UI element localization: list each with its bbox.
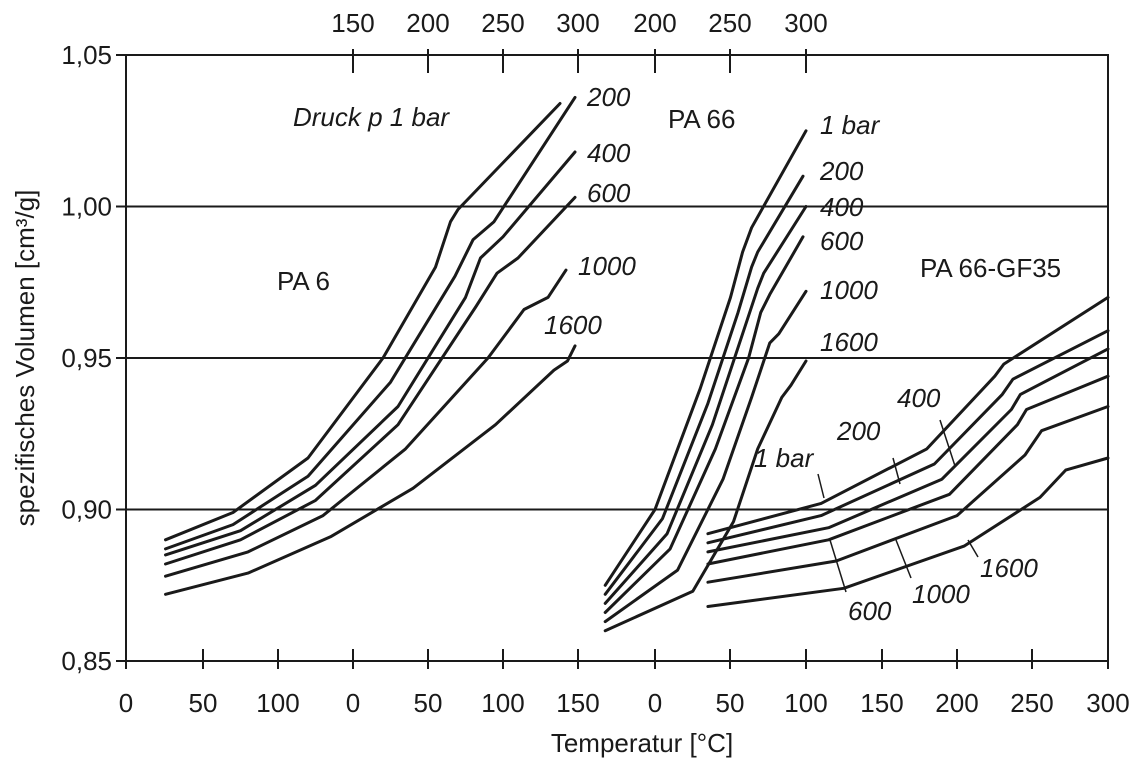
x-tick-label-bottom: 0 <box>119 688 133 718</box>
gridlines <box>126 205 1108 511</box>
y-tick-label: 0,85 <box>61 646 112 676</box>
x-tick-label-bottom: 50 <box>716 688 745 718</box>
y-tick-label: 0,95 <box>61 343 112 373</box>
panel-title-pa6: PA 6 <box>277 266 330 296</box>
x-tick-label-bottom: 100 <box>481 688 524 718</box>
pa66-label-1000: 1000 <box>820 275 878 305</box>
panel-title-pa66: PA 66 <box>668 104 735 134</box>
x-tick-label-top: 200 <box>406 8 449 38</box>
curve-pa-66-1000 <box>603 289 808 624</box>
pa66-label-1bar: 1 bar <box>820 110 881 140</box>
pa6-label-200: 200 <box>586 82 631 112</box>
gf35-label-1000: 1000 <box>912 579 970 609</box>
pa66-label-600: 600 <box>820 226 864 256</box>
leader-line-2 <box>939 419 956 467</box>
x-tick-label-bottom: 50 <box>414 688 443 718</box>
x-tick-label-top: 200 <box>633 8 676 38</box>
tick-labels: 0,850,900,951,001,050 50 100 0 50 100 150 0 50 10… <box>61 8 1129 718</box>
x-tick-label-bottom: 150 <box>860 688 903 718</box>
curve-pa-66-1-bar <box>603 129 808 587</box>
x-tick-label-bottom: 50 <box>189 688 218 718</box>
y-axis-title: spezifisches Volumen [cm³/g] <box>10 190 40 527</box>
gf35-label-200: 200 <box>836 416 881 446</box>
x-tick-label-bottom: 200 <box>935 688 978 718</box>
y-tick-label: 0,90 <box>61 495 112 525</box>
curve-pa-6-1-bar <box>164 102 562 542</box>
x-tick-label-top: 150 <box>331 8 374 38</box>
curve-pa-66-200 <box>603 174 805 596</box>
gf35-label-400: 400 <box>897 383 941 413</box>
x-tick-label-top: 300 <box>784 8 827 38</box>
leader-lines <box>817 419 979 593</box>
pa6-label-400: 400 <box>587 138 631 168</box>
curve-pa-6-600 <box>164 195 577 566</box>
leader-line-5 <box>967 539 979 558</box>
x-tick-label-top: 250 <box>708 8 751 38</box>
curve-pa-6-1600 <box>164 344 577 596</box>
x-tick-label-top: 250 <box>481 8 524 38</box>
pa6-label-1600: 1600 <box>544 310 602 340</box>
leader-line-1 <box>892 457 901 485</box>
x-tick-label-bottom: 100 <box>784 688 827 718</box>
y-tick-label: 1,05 <box>61 40 112 70</box>
leader-line-4 <box>895 539 912 579</box>
x-tick-label-bottom: 100 <box>256 688 299 718</box>
x-tick-label-bottom: 0 <box>648 688 662 718</box>
gf35-label-600: 600 <box>848 596 892 626</box>
y-tick-label: 1,00 <box>61 192 112 222</box>
curve-pa-66-gf35-200 <box>706 329 1110 545</box>
pa66-label-400: 400 <box>820 192 864 222</box>
gf35-label-1600: 1600 <box>980 553 1038 583</box>
leader-line-3 <box>829 539 847 593</box>
curve-pa-6-1000 <box>164 268 568 578</box>
x-tick-label-bottom: 250 <box>1010 688 1053 718</box>
curve-pa-66-gf35-1-bar <box>706 295 1110 536</box>
x-tick-label-bottom: 300 <box>1086 688 1129 718</box>
pa66-label-200: 200 <box>819 156 864 186</box>
curve-pa-6-200 <box>164 95 577 551</box>
x-tick-label-bottom: 0 <box>346 688 360 718</box>
x-tick-label-bottom: 150 <box>556 688 599 718</box>
curve-pa-66-gf35-1000 <box>706 405 1110 584</box>
curves <box>164 95 1110 633</box>
x-tick-label-top: 300 <box>556 8 599 38</box>
curve-pa-66-gf35-600 <box>706 374 1110 566</box>
curve-pa-66-gf35-1600 <box>706 456 1110 608</box>
pa66-label-1600: 1600 <box>820 327 878 357</box>
curve-pa-6-400 <box>164 150 577 557</box>
panel-title-pa66gf35: PA 66-GF35 <box>920 253 1061 283</box>
leader-line-0 <box>817 473 825 499</box>
pa6-label-1000: 1000 <box>578 251 636 281</box>
pa6-label-1bar: Druck p 1 bar <box>293 102 450 132</box>
curve-pa-66-600 <box>603 235 805 614</box>
x-axis-title: Temperatur [°C] <box>551 728 733 758</box>
axis-ticks <box>116 49 1109 669</box>
pa6-label-600: 600 <box>587 178 631 208</box>
curve-pa-66-gf35-400 <box>706 347 1110 554</box>
gf35-label-1bar: 1 bar <box>754 443 815 473</box>
curve-pa-66-1600 <box>603 359 808 633</box>
curve-pa-66-400 <box>603 205 808 605</box>
